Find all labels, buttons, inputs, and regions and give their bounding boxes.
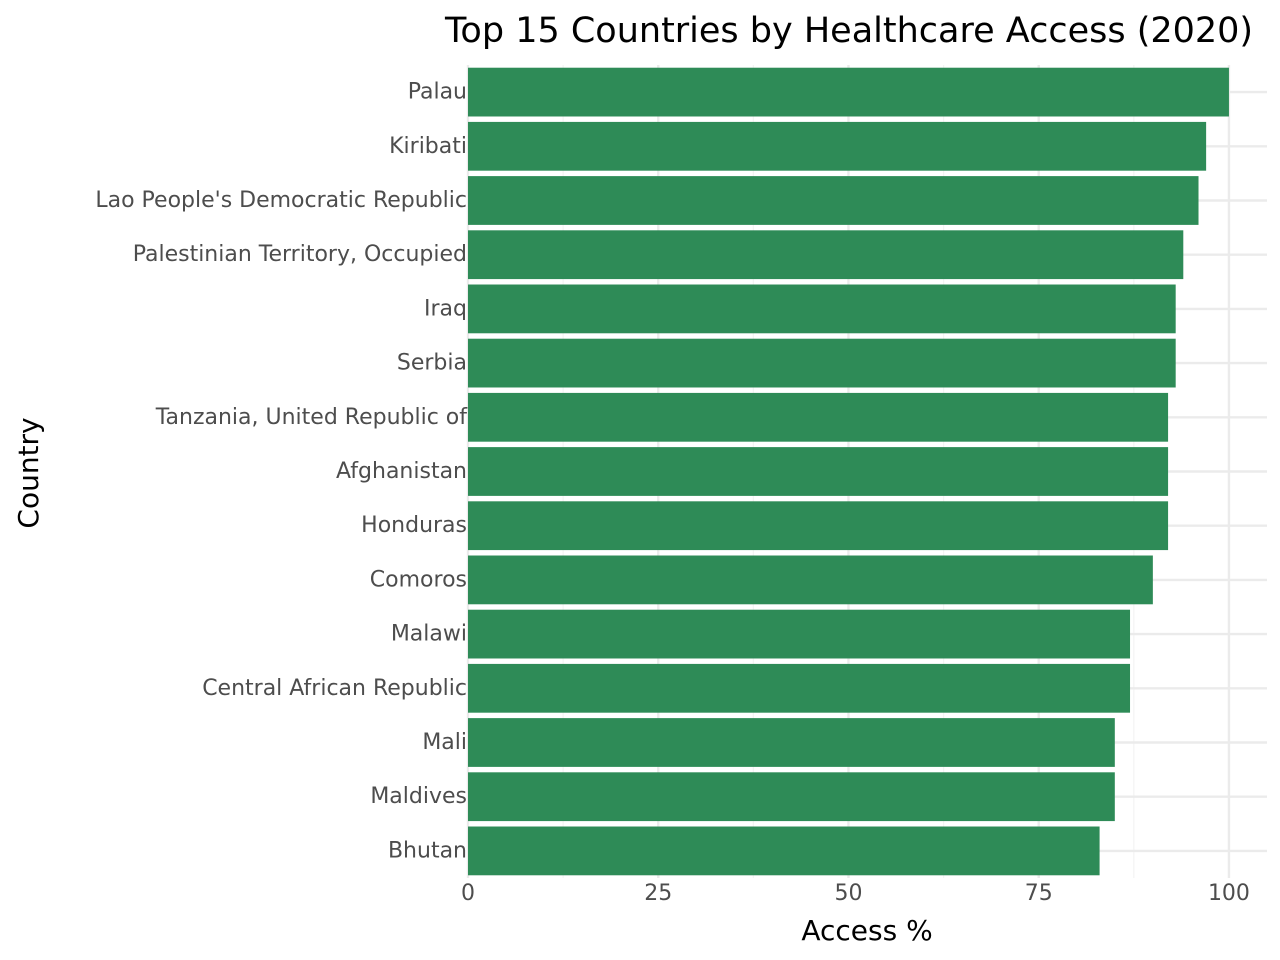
y-tick-label: Malawi bbox=[391, 622, 467, 647]
chart-title: Top 15 Countries by Healthcare Access (2… bbox=[444, 11, 1253, 51]
y-tick-label: Iraq bbox=[424, 296, 467, 321]
bar bbox=[468, 284, 1176, 334]
bar bbox=[468, 826, 1100, 876]
y-tick-label: Tanzania, United Republic of bbox=[155, 405, 469, 430]
y-tick-label: Palau bbox=[408, 80, 467, 105]
bar bbox=[468, 718, 1115, 767]
x-tick-label: 75 bbox=[1025, 881, 1053, 906]
bar bbox=[468, 121, 1207, 171]
bar bbox=[468, 67, 1229, 117]
x-tick-label: 0 bbox=[461, 881, 475, 906]
bar bbox=[468, 772, 1115, 822]
y-tick-label: Mali bbox=[422, 730, 467, 755]
bar bbox=[468, 447, 1169, 496]
bar bbox=[468, 501, 1169, 551]
bars bbox=[468, 67, 1229, 876]
y-tick-label: Serbia bbox=[397, 351, 467, 376]
bar bbox=[468, 555, 1153, 605]
y-tick-label: Honduras bbox=[361, 513, 467, 538]
y-tick-label: Kiribati bbox=[389, 134, 467, 159]
x-tick-label: 25 bbox=[644, 881, 672, 906]
y-tick-label: Lao People's Democratic Republic bbox=[95, 188, 467, 213]
x-axis-title: Access % bbox=[801, 914, 932, 947]
bar bbox=[468, 663, 1131, 713]
y-tick-label: Maldives bbox=[370, 784, 467, 809]
x-axis-ticks: 0 25 50 75 100 bbox=[461, 881, 1250, 906]
y-tick-label: Comoros bbox=[370, 567, 467, 592]
y-tick-label: Bhutan bbox=[388, 838, 467, 863]
bar bbox=[468, 338, 1176, 388]
bar bbox=[468, 230, 1184, 280]
y-tick-label: Central African Republic bbox=[202, 676, 467, 701]
x-tick-label: 100 bbox=[1208, 881, 1250, 906]
y-tick-label: Palestinian Territory, Occupied bbox=[133, 242, 467, 267]
x-tick-label: 50 bbox=[834, 881, 862, 906]
y-tick-label: Afghanistan bbox=[336, 459, 467, 484]
bar bbox=[468, 176, 1199, 225]
y-axis-ticks: Palau Kiribati Lao People's Democratic Rep… bbox=[95, 80, 468, 864]
y-axis-title: Country bbox=[12, 417, 45, 528]
bar bbox=[468, 609, 1131, 659]
bar bbox=[468, 392, 1169, 442]
